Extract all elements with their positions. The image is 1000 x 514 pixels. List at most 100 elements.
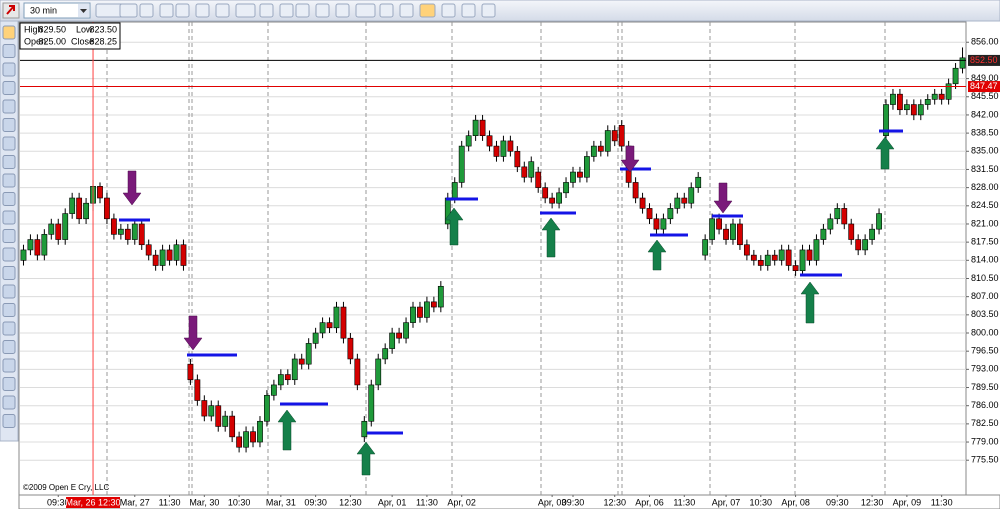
candle-body xyxy=(298,358,305,365)
candle-body xyxy=(215,405,222,427)
toolbar-button[interactable] xyxy=(399,3,414,18)
candle-body xyxy=(27,239,34,251)
tool-button[interactable] xyxy=(2,118,16,132)
x-tick-label: Apr, 01 xyxy=(378,497,407,507)
candle-body xyxy=(549,197,556,204)
tool-button[interactable] xyxy=(2,173,16,188)
candle-body xyxy=(848,223,855,240)
buy-arrow[interactable] xyxy=(541,217,561,258)
tool-button[interactable] xyxy=(2,284,16,299)
buy-arrow[interactable] xyxy=(800,281,820,324)
toolbar-button[interactable] xyxy=(195,3,210,18)
tool-button[interactable] xyxy=(2,340,16,354)
candle-body xyxy=(945,83,952,100)
tool-button[interactable] xyxy=(2,414,16,428)
candle-body xyxy=(326,322,333,329)
toolbar-button[interactable] xyxy=(295,3,310,18)
candle-body xyxy=(618,125,625,147)
candle-body xyxy=(159,249,166,266)
buy-arrow[interactable] xyxy=(647,239,667,271)
toolbar-button[interactable] xyxy=(139,3,154,18)
candle-body xyxy=(931,93,938,100)
x-tick-label: Apr, 09 xyxy=(893,497,922,507)
tool-button[interactable] xyxy=(2,395,16,410)
tool-button[interactable] xyxy=(2,303,16,317)
timeframe-dropdown[interactable] xyxy=(23,2,91,19)
candle-body xyxy=(430,301,437,308)
tool-button[interactable] xyxy=(2,210,16,225)
toolbar-button[interactable] xyxy=(315,3,330,18)
tool-button[interactable] xyxy=(2,155,16,169)
tool-button[interactable] xyxy=(2,192,16,206)
tool-button[interactable] xyxy=(2,229,16,243)
sell-arrow[interactable] xyxy=(620,145,640,173)
candle-body xyxy=(41,234,48,256)
toolbar-button[interactable] xyxy=(461,3,476,18)
toolbar-button[interactable] xyxy=(95,3,124,18)
sell-arrow[interactable] xyxy=(713,182,733,214)
buy-arrow[interactable] xyxy=(875,136,895,170)
candle-body xyxy=(750,254,757,261)
tool-button[interactable] xyxy=(2,358,16,373)
tool-button[interactable] xyxy=(2,44,16,58)
toolbar-button[interactable] xyxy=(335,3,350,18)
candle-body xyxy=(138,223,145,246)
toolbar-button[interactable] xyxy=(441,3,456,18)
toolbar-button[interactable] xyxy=(419,3,436,18)
tool-button[interactable] xyxy=(2,247,16,262)
toolbar-button[interactable] xyxy=(175,3,190,18)
candle-body xyxy=(410,306,416,323)
tool-button[interactable] xyxy=(2,99,16,114)
tool-button[interactable] xyxy=(2,321,16,336)
tool-button[interactable] xyxy=(2,81,16,95)
tool-button[interactable] xyxy=(2,377,16,391)
candle-body xyxy=(883,104,889,137)
y-tick-label: 824.50 xyxy=(971,200,999,210)
candle-body xyxy=(897,93,903,111)
candle-body xyxy=(250,431,256,443)
y-tick-label: 775.50 xyxy=(971,455,999,465)
x-tick-label: 09:30 xyxy=(47,497,70,507)
candle-body xyxy=(361,420,368,438)
candle-body xyxy=(521,166,528,178)
candle-body xyxy=(827,218,834,230)
x-tick-label: 09:30 xyxy=(826,497,849,507)
y-tick-label: 793.00 xyxy=(971,364,999,374)
candle-body xyxy=(556,192,562,204)
candle-body xyxy=(730,223,736,240)
tool-button[interactable] xyxy=(2,136,16,151)
y-tick-label: 786.00 xyxy=(971,400,999,410)
toolbar-button[interactable] xyxy=(259,3,274,18)
toolbar-button[interactable] xyxy=(215,3,230,18)
sell-arrow[interactable] xyxy=(183,315,203,351)
candle-body xyxy=(702,239,709,256)
toolbar-button[interactable] xyxy=(355,3,376,18)
toolbar-button[interactable] xyxy=(119,3,138,18)
candle-body xyxy=(869,228,875,240)
ohlc-value: 828.25 xyxy=(89,36,117,46)
sell-arrow[interactable] xyxy=(122,170,142,206)
buy-arrow[interactable] xyxy=(277,409,297,451)
tool-button[interactable] xyxy=(2,25,16,40)
candle-body xyxy=(270,384,277,396)
toolbar-button[interactable] xyxy=(159,3,174,18)
candle-body xyxy=(257,420,263,443)
buy-arrow[interactable] xyxy=(356,441,376,476)
toolbar-button[interactable] xyxy=(379,3,394,18)
candle-body xyxy=(305,343,312,365)
candle-body xyxy=(542,187,549,199)
candle-body xyxy=(611,130,618,142)
buy-arrow[interactable] xyxy=(444,207,464,246)
toolbar-button[interactable] xyxy=(235,3,256,18)
y-tick-label: 810.50 xyxy=(971,273,999,283)
candle-body xyxy=(764,254,771,266)
ohlc-label: Open xyxy=(24,36,46,46)
price-label: 852.50 xyxy=(970,55,998,65)
candle-body xyxy=(938,93,945,100)
crosshair: Mar, 26 12:30 xyxy=(66,22,121,508)
toolbar-button[interactable] xyxy=(481,3,496,18)
tool-button[interactable] xyxy=(2,62,16,77)
tool-button[interactable] xyxy=(2,266,16,280)
candle-body xyxy=(660,218,667,230)
toolbar-button[interactable] xyxy=(279,3,294,18)
